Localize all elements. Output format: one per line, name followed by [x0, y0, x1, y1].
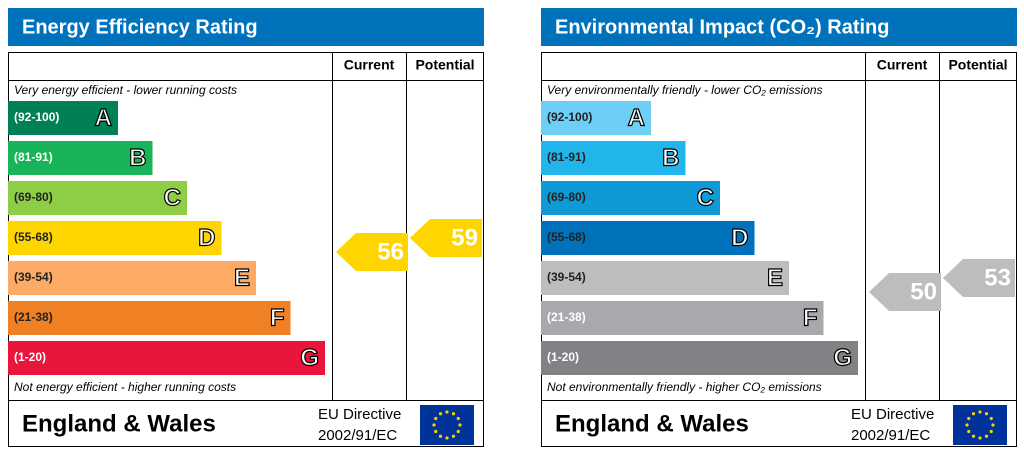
- eu-star: [967, 429, 971, 434]
- band-range: (92-100): [547, 110, 592, 124]
- rating-arrow: [943, 259, 1015, 297]
- eu-star: [456, 416, 460, 421]
- directive: EU Directive: [851, 406, 934, 423]
- band-bar: [8, 221, 222, 255]
- band-range: (81-91): [14, 150, 53, 164]
- eu-star: [978, 436, 982, 440]
- band-letter: F: [270, 304, 285, 331]
- band-letter: D: [198, 224, 215, 251]
- title-bar: [541, 8, 1017, 46]
- eu-star: [967, 416, 971, 421]
- band-letter: B: [129, 144, 146, 171]
- band-letter: F: [803, 304, 818, 331]
- rating-panel: Energy Efficiency Rating Current Potential…: [8, 8, 484, 447]
- band-range: (69-80): [547, 190, 586, 204]
- bottom-note: Not energy efficient - higher running co…: [14, 380, 236, 394]
- band-letter: D: [731, 224, 748, 251]
- band-range: (69-80): [14, 190, 53, 204]
- rating-panel: Environmental Impact (CO₂) Rating Current…: [541, 8, 1017, 447]
- eu-star: [456, 429, 460, 434]
- band-letter: A: [95, 104, 112, 131]
- column-header: Current: [344, 57, 395, 73]
- eu-star: [978, 410, 982, 414]
- eu-star: [989, 429, 993, 434]
- band-bar: [8, 301, 291, 335]
- rating-arrow: [336, 233, 408, 271]
- band-letter: A: [628, 104, 645, 131]
- column-header: Potential: [948, 57, 1007, 73]
- band-bar: [8, 341, 325, 375]
- eu-star: [984, 434, 989, 438]
- band-bar: [541, 301, 824, 335]
- rating-value: 59: [451, 224, 478, 251]
- eu-star: [984, 412, 989, 416]
- rating-arrow: [410, 219, 482, 257]
- band-range: (39-54): [14, 270, 53, 284]
- rating-value: 50: [910, 278, 937, 305]
- band-range: (21-38): [547, 310, 586, 324]
- top-note: Very energy efficient - lower running co…: [14, 83, 237, 97]
- band-range: (21-38): [14, 310, 53, 324]
- band-bar: [541, 141, 686, 175]
- band-letter: C: [697, 184, 714, 211]
- band-range: (1-20): [14, 350, 46, 364]
- eu-star: [445, 410, 449, 414]
- band-letter: E: [767, 264, 783, 291]
- column-header: Potential: [415, 57, 474, 73]
- eu-star: [451, 434, 456, 438]
- band-bar: [541, 101, 651, 135]
- band-bar: [8, 141, 153, 175]
- column-header: Current: [877, 57, 928, 73]
- bottom-note: Not environmentally friendly - higher CO…: [547, 380, 822, 394]
- band-letter: G: [300, 344, 319, 371]
- band-bar: [8, 261, 256, 295]
- band-letter: C: [164, 184, 181, 211]
- band-letter: G: [833, 344, 852, 371]
- eu-star: [971, 412, 976, 416]
- panel-title: Environmental Impact (CO₂) Rating: [555, 16, 889, 38]
- eu-star: [991, 423, 995, 427]
- eu-star: [451, 412, 456, 416]
- eu-star: [458, 423, 462, 427]
- band-bar: [541, 261, 789, 295]
- eu-star: [965, 423, 969, 427]
- band-bar: [541, 181, 720, 215]
- eu-star: [434, 429, 438, 434]
- eu-star: [434, 416, 438, 421]
- panel-title: Energy Efficiency Rating: [22, 16, 258, 38]
- band-bar: [541, 221, 755, 255]
- band-letter: E: [234, 264, 250, 291]
- title-bar: [8, 8, 484, 46]
- rating-value: 53: [984, 264, 1011, 291]
- band-range: (1-20): [547, 350, 579, 364]
- rating-arrow: [869, 273, 941, 311]
- region: England & Wales: [22, 410, 216, 437]
- band-letter: B: [662, 144, 679, 171]
- band-range: (92-100): [14, 110, 59, 124]
- band-range: (81-91): [547, 150, 586, 164]
- region: England & Wales: [555, 410, 749, 437]
- eu-star: [438, 434, 443, 438]
- top-note: Very environmentally friendly - lower CO…: [547, 83, 823, 97]
- directive: EU Directive: [318, 406, 401, 423]
- band-range: (39-54): [547, 270, 586, 284]
- band-range: (55-68): [14, 230, 53, 244]
- eu-star: [432, 423, 436, 427]
- eu-star: [971, 434, 976, 438]
- eu-star: [438, 412, 443, 416]
- rating-value: 56: [377, 238, 404, 265]
- directive: 2002/91/EC: [318, 427, 397, 444]
- eu-star: [445, 436, 449, 440]
- directive: 2002/91/EC: [851, 427, 930, 444]
- band-bar: [8, 181, 187, 215]
- band-bar: [541, 341, 858, 375]
- band-range: (55-68): [547, 230, 586, 244]
- band-bar: [8, 101, 118, 135]
- eu-star: [989, 416, 993, 421]
